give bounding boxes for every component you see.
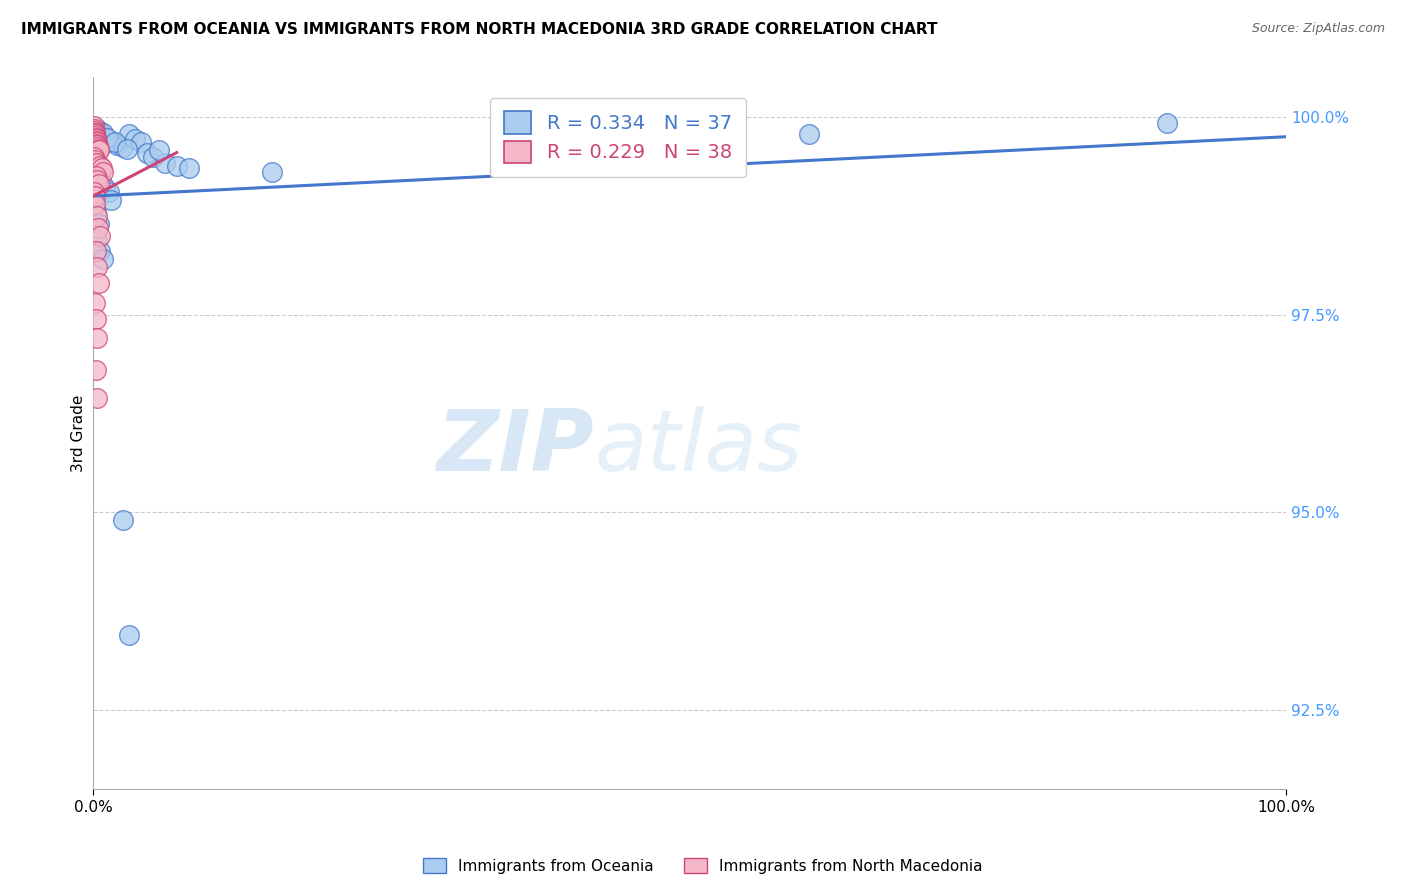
Point <box>86 136 108 150</box>
Point <box>86 209 108 223</box>
Point <box>89 276 111 290</box>
Point <box>89 124 111 138</box>
Point <box>87 140 110 154</box>
Text: Source: ZipAtlas.com: Source: ZipAtlas.com <box>1251 22 1385 36</box>
Point <box>91 165 114 179</box>
Point <box>105 137 128 152</box>
Point <box>87 169 110 184</box>
Point <box>96 131 118 145</box>
Text: IMMIGRANTS FROM OCEANIA VS IMMIGRANTS FROM NORTH MACEDONIA 3RD GRADE CORRELATION: IMMIGRANTS FROM OCEANIA VS IMMIGRANTS FR… <box>21 22 938 37</box>
Point <box>84 311 107 326</box>
Point <box>118 128 141 142</box>
Point <box>90 161 112 176</box>
Point <box>84 134 107 148</box>
Point <box>89 143 111 157</box>
Point <box>118 628 141 642</box>
Point <box>153 156 176 170</box>
Point <box>86 233 108 247</box>
Point <box>177 161 200 176</box>
Point <box>104 136 127 150</box>
Point <box>86 136 108 151</box>
Point <box>142 149 165 163</box>
Point <box>97 185 120 199</box>
Point <box>91 252 114 267</box>
Point <box>89 173 111 187</box>
Point <box>84 128 107 142</box>
Point <box>87 142 110 156</box>
Point <box>100 193 122 207</box>
Point <box>86 138 108 153</box>
Point <box>1156 116 1178 130</box>
Point <box>83 121 105 136</box>
Point <box>90 177 112 191</box>
Point <box>115 142 138 156</box>
Legend: Immigrants from Oceania, Immigrants from North Macedonia: Immigrants from Oceania, Immigrants from… <box>418 852 988 880</box>
Point <box>83 126 105 140</box>
Point <box>84 169 107 184</box>
Point <box>94 181 117 195</box>
Point <box>91 126 114 140</box>
Y-axis label: 3rd Grade: 3rd Grade <box>72 394 86 472</box>
Point <box>135 145 157 160</box>
Point <box>262 165 284 179</box>
Point <box>84 295 107 310</box>
Point <box>83 149 105 163</box>
Point <box>84 197 107 211</box>
Point <box>84 132 107 146</box>
Point <box>86 331 108 345</box>
Point <box>94 129 117 144</box>
Point <box>89 228 111 243</box>
Point <box>129 136 152 150</box>
Point <box>797 128 820 142</box>
Point <box>86 260 108 275</box>
Text: ZIP: ZIP <box>436 406 595 489</box>
Legend: R = 0.334   N = 37, R = 0.229   N = 38: R = 0.334 N = 37, R = 0.229 N = 38 <box>491 98 745 177</box>
Point <box>86 173 108 187</box>
Point <box>84 153 107 168</box>
Point <box>86 121 108 136</box>
Text: atlas: atlas <box>595 406 803 489</box>
Point <box>111 513 134 527</box>
Point <box>148 143 170 157</box>
Point <box>87 220 110 235</box>
Point <box>84 156 107 170</box>
Point <box>84 128 107 143</box>
Point <box>166 159 188 173</box>
Point <box>89 244 111 259</box>
Point <box>100 134 122 148</box>
Point <box>83 120 105 134</box>
Point <box>89 159 111 173</box>
Point <box>84 165 107 179</box>
Point <box>84 130 107 145</box>
Point <box>111 140 134 154</box>
Point <box>124 132 146 146</box>
Point <box>83 124 105 138</box>
Point <box>83 189 105 203</box>
Point <box>84 205 107 219</box>
Point <box>84 244 107 259</box>
Point <box>86 391 108 405</box>
Point <box>560 124 582 138</box>
Point <box>84 363 107 377</box>
Point <box>89 177 111 191</box>
Point <box>89 217 111 231</box>
Point <box>83 185 105 199</box>
